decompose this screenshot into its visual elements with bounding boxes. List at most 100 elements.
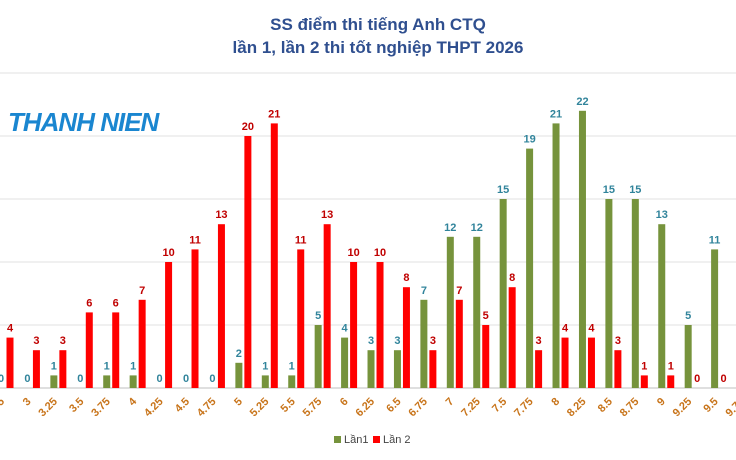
bar-lan1 [631,199,639,388]
data-label-lan2: 10 [347,247,359,259]
x-tick-label: 3.25 [36,396,60,420]
data-label-lan2: 8 [509,272,515,284]
x-tick-label: 2.75 [0,396,7,420]
data-label-lan1: 13 [656,209,668,221]
bar-lan1 [50,375,58,388]
bar-lan1 [526,148,534,388]
bar-lan1 [367,350,375,388]
data-label-lan2: 6 [113,297,119,309]
x-tick-label: 5 [232,396,245,409]
bar-lan2 [85,312,93,388]
bar-lan1 [684,325,692,388]
bar-lan1 [341,337,349,388]
x-tick-label: 9.25 [671,396,695,420]
data-label-lan1: 21 [550,108,562,120]
x-tick-label: 4.25 [142,396,166,420]
bar-lan2 [138,299,146,388]
x-tick-label: 3.5 [67,396,86,415]
data-label-lan1: 15 [603,184,615,196]
bar-lan2 [614,350,622,388]
x-tick-label: 6.5 [384,396,403,415]
x-tick-label: 9 [655,396,668,409]
bar-lan2 [112,312,120,388]
bar-lan1 [261,375,269,388]
bar-lan2 [561,337,569,388]
bar-lan1 [288,375,296,388]
bar-lan2 [482,325,490,388]
data-label-lan2: 4 [7,323,14,335]
bar-lan1 [605,199,613,388]
x-tick-label: 8 [549,396,562,409]
data-label-lan2: 3 [33,335,39,347]
bar-lan2 [323,224,331,388]
bar-lan1 [393,350,401,388]
data-label-lan2: 10 [374,247,386,259]
x-tick-label: 4.75 [195,396,219,420]
bar-lan1 [420,299,428,388]
data-label-lan1: 15 [629,184,641,196]
data-label-lan1: 5 [685,310,691,322]
bar-lan2 [32,350,40,388]
bar-lan2 [587,337,595,388]
x-tick-label: 3.75 [89,396,113,420]
x-tick-label: 4.5 [173,396,192,415]
bar-lan2 [59,350,67,388]
legend-label-lan1: Lần1 [344,434,368,446]
data-label-lan1: 19 [523,134,535,146]
value-labels-group: 0403130616170100110132201211115134103103… [0,96,727,385]
data-label-lan2: 13 [215,209,227,221]
data-label-lan1: 12 [471,222,483,234]
data-label-lan2: 7 [456,285,462,297]
x-tick-labels-group: 2.75 3 3.25 3.5 3.75 4 4.25 4.5 4.75 5 5.25 5.5 5.75… [0,395,736,419]
legend-swatch-lan1 [334,436,341,443]
x-tick-label: 8.75 [618,396,642,420]
bar-lan1 [103,375,111,388]
x-tick-label: 8.5 [596,396,615,415]
data-label-lan1: 0 [77,373,83,385]
x-tick-label: 9.5 [701,396,720,415]
bar-lan2 [455,299,463,388]
legend-label-lan2: Lần 2 [383,434,411,446]
data-label-lan2: 3 [615,335,621,347]
x-tick-label: 7.25 [459,396,483,420]
x-tick-label: 6 [338,396,351,409]
data-label-lan2: 5 [483,310,489,322]
data-label-lan2: 8 [403,272,409,284]
bar-lan2 [508,287,516,388]
data-label-lan2: 10 [162,247,174,259]
chart-title-line-1: SS điểm thi tiếng Anh CTQ [270,15,486,34]
data-label-lan2: 21 [268,108,280,120]
gridlines [0,72,736,389]
bar-lan1 [473,236,481,388]
legend: Lần1 Lần 2 [334,434,411,446]
data-label-lan1: 22 [576,96,588,108]
bar-lan2 [297,249,305,388]
bar-lan2 [535,350,543,388]
x-tick-label: 7 [444,396,457,409]
data-label-lan2: 20 [242,121,254,133]
bar-lan2 [191,249,199,388]
data-label-lan2: 13 [321,209,333,221]
legend-swatch-lan2 [373,436,380,443]
data-label-lan1: 12 [444,222,456,234]
data-label-lan1: 3 [368,335,374,347]
bar-lan2 [244,136,252,388]
data-label-lan2: 3 [60,335,66,347]
x-tick-label: 9.75 [724,396,736,420]
data-label-lan1: 0 [209,373,215,385]
data-label-lan1: 0 [0,373,4,385]
x-tick-label: 4 [126,395,139,408]
x-tick-label: 6.75 [406,396,430,420]
data-label-lan1: 5 [315,310,321,322]
data-label-lan2: 0 [694,373,700,385]
data-label-lan1: 3 [394,335,400,347]
bar-lan2 [165,262,173,388]
bars-group [6,110,719,389]
data-label-lan1: 1 [104,360,110,372]
watermark-logo: THANH NIEN [8,107,161,137]
x-tick-label: 7.75 [512,396,536,420]
bar-lan2 [667,375,675,388]
data-label-lan1: 0 [24,373,30,385]
bar-lan1 [235,362,243,388]
